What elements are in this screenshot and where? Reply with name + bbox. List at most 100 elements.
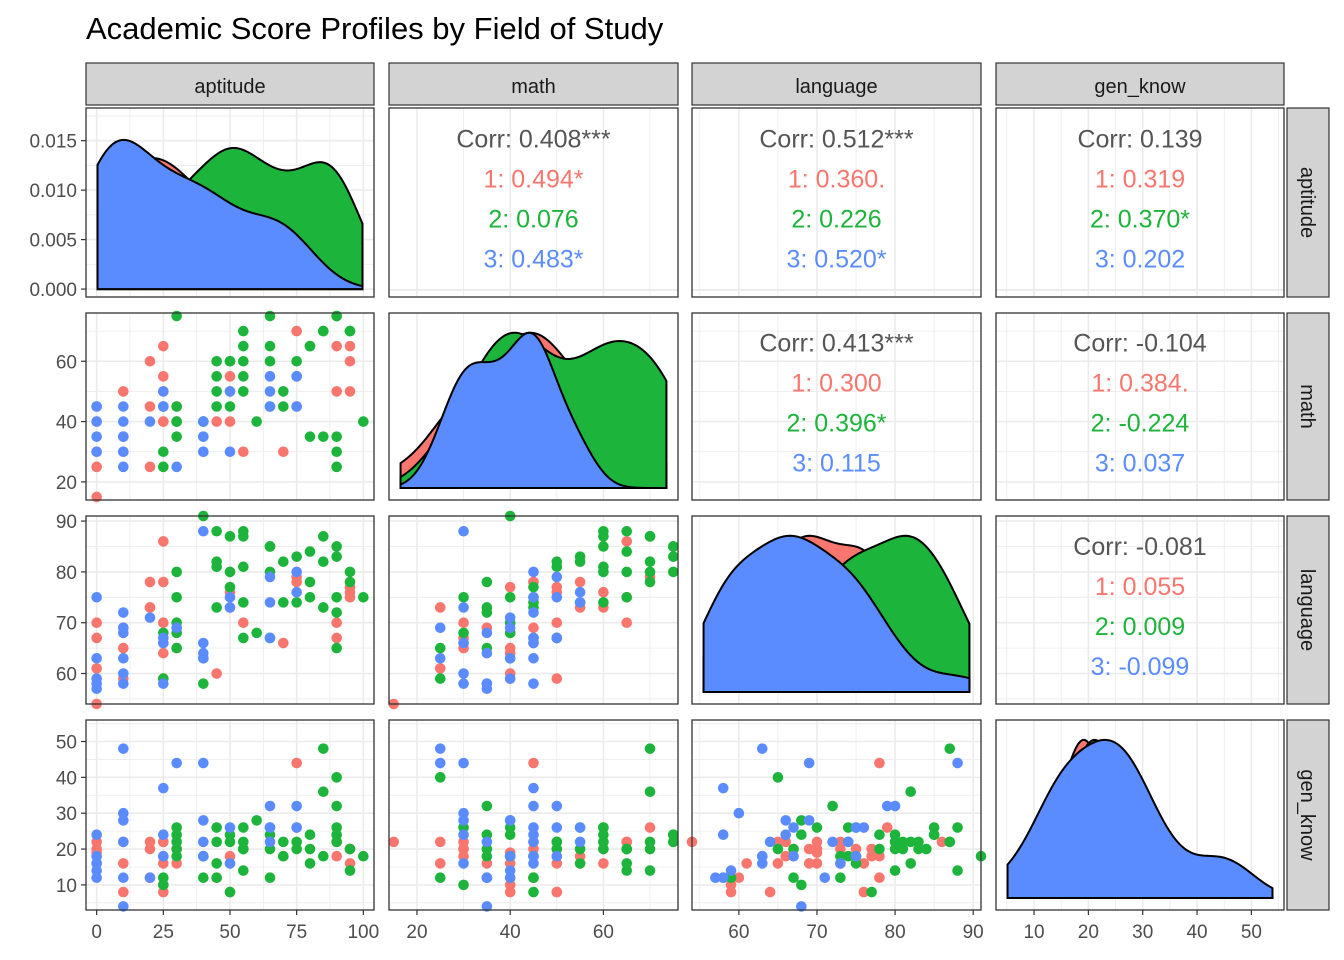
point-group-3 — [198, 446, 209, 458]
point-group-3 — [118, 607, 129, 618]
point-group-1 — [144, 843, 156, 855]
row-strip-math: math — [1286, 312, 1330, 501]
panel-border — [995, 515, 1285, 705]
strip-bg — [691, 62, 982, 106]
x-tick-label: 60 — [593, 922, 614, 943]
panel-border — [388, 107, 679, 298]
point-group-2 — [238, 561, 249, 573]
point-group-1 — [858, 886, 870, 898]
point-group-3 — [551, 571, 563, 583]
point-group-1 — [144, 461, 156, 473]
point-group-2 — [796, 829, 807, 841]
point-group-1 — [434, 836, 446, 848]
point-group-3 — [291, 371, 302, 382]
point-group-1 — [504, 642, 516, 654]
point-group-2 — [304, 591, 316, 603]
point-group-2 — [238, 340, 249, 352]
point-group-2 — [528, 581, 539, 593]
point-group-1 — [598, 586, 609, 598]
point-group-2 — [574, 551, 586, 562]
point-group-3 — [889, 800, 901, 812]
panel-gen_know-gen_know: 10 20 30 40 50 — [995, 719, 1285, 943]
point-group-3 — [291, 586, 302, 598]
panel-border — [388, 515, 679, 705]
point-group-1 — [91, 617, 102, 629]
point-group-2 — [238, 371, 249, 382]
point-group-3 — [118, 416, 129, 427]
point-group-2 — [264, 541, 276, 552]
point-group-3 — [733, 807, 745, 819]
point-group-1 — [644, 822, 656, 833]
point-group-3 — [198, 525, 209, 537]
y-axis-math: 20 40 60 — [56, 352, 86, 494]
point-group-2 — [598, 541, 609, 552]
point-group-2 — [842, 850, 854, 862]
point-group-1 — [434, 602, 446, 613]
point-group-3 — [481, 901, 493, 912]
y-tick-label: 20 — [56, 840, 77, 861]
point-group-2 — [928, 829, 940, 841]
strip-math: math — [388, 62, 679, 106]
point-group-3 — [528, 782, 539, 794]
point-group-1 — [158, 576, 169, 588]
point-group-2 — [598, 597, 609, 608]
point-group-2 — [211, 371, 222, 382]
point-group-2 — [621, 525, 633, 537]
point-group-2 — [158, 879, 169, 891]
point-group-1 — [91, 632, 102, 644]
point-group-2 — [171, 310, 182, 322]
point-group-2 — [551, 836, 563, 848]
point-group-3 — [224, 602, 236, 613]
point-group-1 — [434, 858, 446, 869]
point-group-2 — [278, 836, 289, 848]
corr-group-3-label: 3: 0.520* — [786, 246, 886, 274]
point-group-3 — [118, 446, 129, 458]
panel-math-language: Corr: 0.413*** 1: 0.300 2: 0.396* 3: 0.115 — [691, 312, 982, 501]
point-group-1 — [551, 581, 563, 593]
point-group-2 — [921, 843, 932, 855]
x-tick-label: 40 — [500, 922, 521, 943]
point-group-3 — [780, 829, 792, 841]
point-group-3 — [291, 566, 302, 578]
point-group-3 — [91, 678, 102, 689]
point-group-2 — [796, 815, 807, 826]
point-group-3 — [434, 652, 446, 664]
point-group-3 — [717, 829, 729, 841]
point-group-2 — [278, 401, 289, 412]
point-group-3 — [198, 416, 209, 427]
row-strip-aptitude: aptitude — [1286, 107, 1330, 298]
point-group-3 — [198, 815, 209, 826]
corr-overall-label: Corr: 0.139 — [1077, 126, 1202, 154]
panel-aptitude-gen_know: Corr: 0.139 1: 0.319 2: 0.370* 3: 0.202 — [995, 107, 1285, 298]
point-group-2 — [304, 843, 316, 855]
point-group-2 — [621, 591, 633, 603]
point-group-1 — [144, 355, 156, 367]
panel-math-aptitude: 20 40 60 — [56, 310, 375, 503]
point-group-1 — [621, 536, 633, 547]
panel-gen_know-math: 20 40 60 — [388, 719, 679, 943]
point-group-3 — [264, 597, 276, 608]
point-group-2 — [621, 546, 633, 557]
point-group-2 — [304, 546, 316, 557]
point-group-2 — [574, 858, 586, 869]
point-group-2 — [331, 551, 342, 562]
point-group-1 — [118, 886, 129, 898]
strip-bg — [388, 62, 679, 106]
point-group-3 — [224, 446, 236, 458]
y-tick-label: 40 — [56, 768, 77, 789]
point-group-2 — [224, 401, 236, 412]
point-group-2 — [171, 642, 182, 654]
y-tick-label: 10 — [56, 876, 77, 897]
panel-border — [995, 719, 1285, 911]
point-group-2 — [952, 865, 963, 876]
corr-group-1-label: 1: 0.494* — [483, 166, 583, 194]
point-group-3 — [224, 858, 236, 869]
corr-overall-label: Corr: 0.408*** — [456, 126, 611, 154]
point-group-2 — [291, 551, 302, 562]
point-group-2 — [644, 743, 656, 754]
point-group-3 — [118, 668, 129, 679]
point-group-2 — [434, 772, 446, 783]
point-group-2 — [304, 858, 316, 869]
point-group-2 — [889, 829, 901, 841]
point-group-3 — [528, 632, 539, 644]
